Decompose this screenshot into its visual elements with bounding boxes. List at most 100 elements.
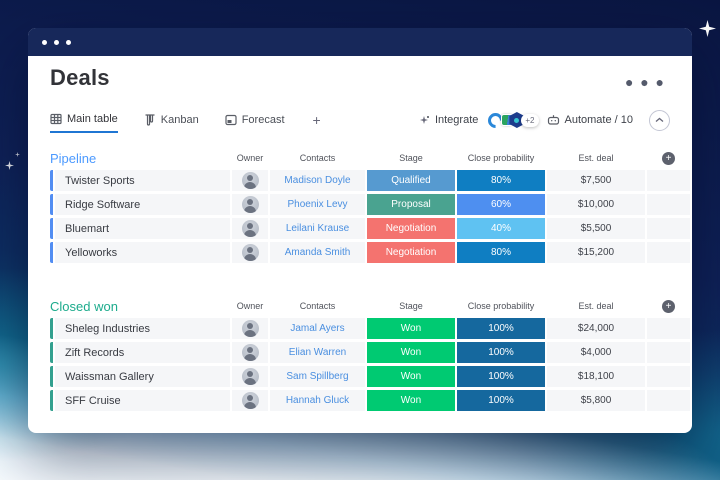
integrate-button[interactable]: Integrate	[418, 114, 478, 126]
stage-chip[interactable]: Proposal	[367, 194, 455, 215]
owner-cell[interactable]	[232, 342, 268, 363]
deal-name-cell[interactable]: Twister Sports	[55, 170, 230, 191]
owner-cell[interactable]	[232, 390, 268, 411]
row-color-bar	[50, 242, 53, 263]
contact-link[interactable]: Phoenix Levy	[287, 199, 348, 210]
owner-avatar	[241, 344, 259, 361]
deal-name: Zift Records	[65, 346, 125, 359]
collapse-header-button[interactable]	[649, 109, 670, 131]
contact-link[interactable]: Jamal Ayers	[290, 323, 345, 334]
empty-cell[interactable]	[647, 342, 690, 363]
empty-cell[interactable]	[647, 390, 690, 411]
group-title[interactable]: Pipeline	[50, 150, 97, 166]
probability-chip[interactable]: 60%	[457, 194, 545, 215]
column-header-contacts: Contacts	[299, 153, 336, 163]
chevron-up-icon	[655, 117, 664, 122]
empty-cell[interactable]	[647, 218, 690, 239]
probability-chip[interactable]: 80%	[457, 170, 545, 191]
contact-cell[interactable]: Amanda Smith	[270, 242, 365, 263]
tab-label: Kanban	[160, 114, 199, 126]
integration-app-icons[interactable]: +2	[485, 109, 539, 131]
owner-cell[interactable]	[232, 242, 268, 263]
stage-chip[interactable]: Qualified	[367, 170, 455, 191]
stage-chip[interactable]: Won	[367, 342, 455, 363]
stage-chip[interactable]: Won	[367, 318, 455, 339]
est-deal-cell[interactable]: $24,000	[547, 318, 645, 339]
empty-cell[interactable]	[647, 242, 690, 263]
empty-cell[interactable]	[647, 366, 690, 387]
stage-chip[interactable]: Won	[367, 366, 455, 387]
contact-cell[interactable]: Hannah Gluck	[270, 390, 365, 411]
est-deal-cell[interactable]: $10,000	[547, 194, 645, 215]
stage-chip[interactable]: Won	[367, 390, 455, 411]
star-sparkle-icon	[15, 152, 20, 157]
deal-name-cell[interactable]: Bluemart	[55, 218, 230, 239]
owner-avatar	[241, 392, 259, 409]
probability-chip[interactable]: 100%	[457, 390, 545, 411]
add-column-button[interactable]: +	[662, 151, 675, 165]
contact-cell[interactable]: Elian Warren	[270, 342, 365, 363]
est-deal-cell[interactable]: $4,000	[547, 342, 645, 363]
owner-cell[interactable]	[232, 318, 268, 339]
window-control-dot[interactable]	[42, 39, 47, 45]
est-deal-value: $7,500	[580, 175, 612, 186]
contact-cell[interactable]: Jamal Ayers	[270, 318, 365, 339]
probability-chip[interactable]: 100%	[457, 318, 545, 339]
window-control-dot[interactable]	[54, 39, 59, 45]
tab-label: Forecast	[241, 114, 285, 126]
contact-link[interactable]: Leilani Krause	[285, 223, 350, 234]
deal-name: Sheleg Industries	[65, 322, 150, 335]
owner-cell[interactable]	[232, 170, 268, 191]
empty-cell[interactable]	[647, 194, 690, 215]
contact-cell[interactable]: Leilani Krause	[270, 218, 365, 239]
est-deal-cell[interactable]: $5,800	[547, 390, 645, 411]
add-column-button[interactable]: +	[662, 299, 675, 313]
owner-cell[interactable]	[232, 218, 268, 239]
stage-chip[interactable]: Negotiation	[367, 218, 455, 239]
deal-name-cell[interactable]: Ridge Software	[55, 194, 230, 215]
tab-kanban[interactable]: Kanban	[144, 107, 199, 133]
probability-chip[interactable]: 100%	[457, 342, 545, 363]
add-view-button[interactable]: +	[312, 112, 321, 128]
deal-name-cell[interactable]: Zift Records	[55, 342, 230, 363]
probability-chip[interactable]: 80%	[457, 242, 545, 263]
est-deal-value: $18,100	[577, 371, 615, 382]
integrate-sparkle-icon	[419, 116, 429, 124]
owner-cell[interactable]	[232, 366, 268, 387]
deal-name-cell[interactable]: Waissman Gallery	[55, 366, 230, 387]
contact-link[interactable]: Hannah Gluck	[285, 395, 350, 406]
probability-label: 100%	[488, 371, 514, 382]
window-control-dot[interactable]	[66, 39, 71, 45]
integration-app-icon	[509, 112, 525, 128]
table-icon	[50, 113, 62, 125]
deal-name-cell[interactable]: Yelloworks	[55, 242, 230, 263]
probability-chip[interactable]: 40%	[457, 218, 545, 239]
deal-name-cell[interactable]: Sheleg Industries	[55, 318, 230, 339]
table-row: Yelloworks Amanda Smith Negotiation 80% …	[50, 242, 690, 263]
est-deal-cell[interactable]: $7,500	[547, 170, 645, 191]
group-rows: Sheleg Industries Jamal Ayers Won 100% $…	[50, 318, 690, 411]
contact-cell[interactable]: Phoenix Levy	[270, 194, 365, 215]
contact-link[interactable]: Madison Doyle	[284, 175, 351, 186]
kanban-icon	[145, 114, 155, 126]
est-deal-cell[interactable]: $15,200	[547, 242, 645, 263]
probability-chip[interactable]: 100%	[457, 366, 545, 387]
contact-cell[interactable]: Madison Doyle	[270, 170, 365, 191]
contact-cell[interactable]: Sam Spillberg	[270, 366, 365, 387]
est-deal-cell[interactable]: $18,100	[547, 366, 645, 387]
board-menu-button[interactable]: ● ● ●	[625, 74, 666, 90]
contact-link[interactable]: Sam Spillberg	[286, 371, 349, 382]
deal-name-cell[interactable]: SFF Cruise	[55, 390, 230, 411]
contact-link[interactable]: Elian Warren	[288, 347, 347, 358]
tab-main-table[interactable]: Main table	[50, 107, 118, 133]
tab-forecast[interactable]: Forecast	[225, 107, 285, 133]
empty-cell[interactable]	[647, 170, 690, 191]
group-title[interactable]: Closed won	[50, 298, 118, 314]
owner-cell[interactable]	[232, 194, 268, 215]
stage-chip[interactable]: Negotiation	[367, 242, 455, 263]
est-deal-value: $4,000	[580, 347, 612, 358]
est-deal-cell[interactable]: $5,500	[547, 218, 645, 239]
empty-cell[interactable]	[647, 318, 690, 339]
contact-link[interactable]: Amanda Smith	[284, 247, 351, 258]
automate-button[interactable]: Automate / 10	[547, 114, 633, 126]
